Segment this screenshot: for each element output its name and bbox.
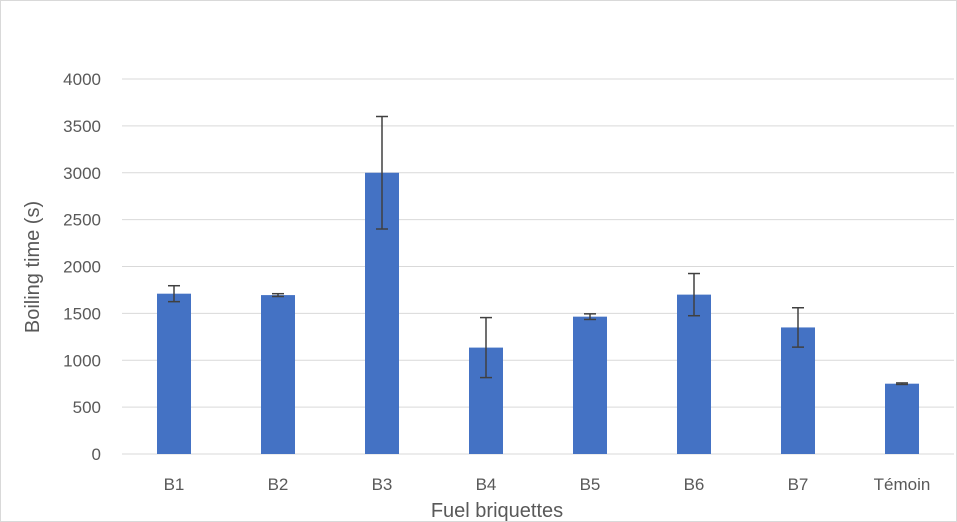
y-tick-label: 1000: [63, 351, 101, 370]
bar-B2: [261, 295, 295, 454]
y-tick-label: 2000: [63, 258, 101, 277]
bar-B1: [157, 293, 191, 454]
y-tick-label: 2500: [63, 211, 101, 230]
x-tick-label: B4: [476, 475, 497, 494]
y-tick-label: 3000: [63, 164, 101, 183]
x-axis-ticks: B1 B2 B3 B4 B5 B6 B7 Témoin: [164, 475, 931, 494]
y-tick-label: 3500: [63, 117, 101, 136]
y-tick-label: 1500: [63, 304, 101, 323]
bar-B6: [677, 294, 711, 454]
x-tick-label: B2: [268, 475, 289, 494]
bar-Témoin: [885, 383, 919, 454]
bars: [157, 172, 919, 454]
bar-B7: [781, 327, 815, 454]
y-axis-title: Boiling time (s): [22, 201, 44, 333]
gridlines: [122, 78, 954, 455]
error-bars: [168, 115, 908, 386]
y-axis-ticks: 0 500 1000 1500 2000 2500 3000 3500 4000: [63, 70, 101, 464]
bar-B5: [573, 316, 607, 454]
x-tick-label: B7: [788, 475, 809, 494]
x-tick-label: B5: [580, 475, 601, 494]
x-tick-label: B6: [684, 475, 705, 494]
y-tick-label: 0: [92, 445, 101, 464]
x-tick-label: B1: [164, 475, 185, 494]
x-axis-title: Fuel briquettes: [431, 500, 563, 522]
x-tick-label: B3: [372, 475, 393, 494]
x-tick-label: Témoin: [874, 475, 931, 494]
y-tick-label: 500: [73, 398, 101, 417]
y-tick-label: 4000: [63, 70, 101, 89]
